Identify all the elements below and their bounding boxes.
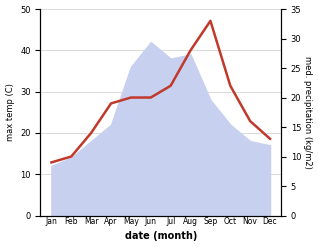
Y-axis label: med. precipitation (kg/m2): med. precipitation (kg/m2) bbox=[303, 56, 313, 169]
X-axis label: date (month): date (month) bbox=[125, 231, 197, 242]
Y-axis label: max temp (C): max temp (C) bbox=[5, 83, 15, 141]
